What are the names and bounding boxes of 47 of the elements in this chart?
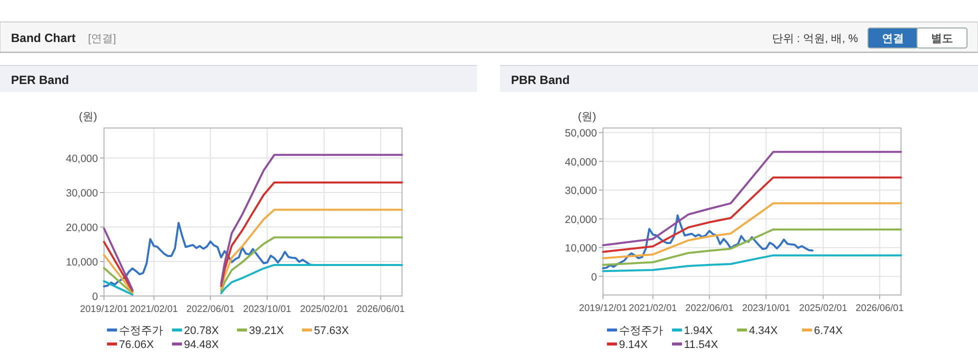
line-series bbox=[602, 228, 902, 266]
legend-label: 9.14X bbox=[619, 339, 648, 351]
legend-label: 수정주가 bbox=[119, 325, 163, 337]
x-tick-label: 2026/06/01 bbox=[856, 303, 904, 314]
y-tick-label: 30,000 bbox=[66, 188, 98, 200]
y-tick-label: 50,000 bbox=[564, 128, 598, 140]
y-tick-label: 30,000 bbox=[564, 185, 598, 198]
line-series bbox=[602, 176, 902, 253]
chart-title: PBR Band bbox=[511, 73, 570, 87]
x-tick-label: 2023/10/01 bbox=[243, 304, 292, 315]
y-axis-title: (원) bbox=[78, 111, 98, 123]
legend-label: 76.06X bbox=[119, 339, 155, 351]
line-series bbox=[602, 254, 902, 272]
y-tick-label: 20,000 bbox=[66, 222, 98, 234]
y-tick-label: 0 bbox=[591, 271, 598, 284]
x-tick-label: 2019/12/01 bbox=[80, 304, 128, 315]
chart-title: PER Band bbox=[11, 73, 70, 87]
legend-label: 94.48X bbox=[184, 339, 220, 351]
legend-label: 1.94X bbox=[684, 325, 714, 337]
x-tick-label: 2025/02/01 bbox=[300, 304, 348, 315]
x-tick-label: 2023/10/01 bbox=[742, 303, 790, 314]
line-series bbox=[602, 150, 902, 246]
line-series bbox=[602, 214, 814, 270]
legend-label: 57.63X bbox=[314, 325, 350, 337]
x-tick-label: 2021/02/01 bbox=[628, 303, 677, 314]
page-header: Band Chart [연결] 단위 : 억원, 배, % 연결 별도 bbox=[0, 22, 978, 53]
y-tick-label: 20,000 bbox=[564, 214, 598, 226]
y-tick-label: 40,000 bbox=[66, 153, 98, 166]
legend-label: 수정주가 bbox=[619, 325, 663, 337]
legend-label: 39.21X bbox=[249, 325, 285, 337]
legend-label: 20.78X bbox=[184, 325, 220, 337]
x-tick-label: 2021/02/01 bbox=[130, 304, 178, 315]
x-tick-label: 2022/06/01 bbox=[685, 303, 734, 314]
x-tick-label: 2026/06/01 bbox=[356, 304, 405, 315]
y-tick-label: 0 bbox=[92, 291, 98, 303]
x-tick-label: 2022/06/01 bbox=[186, 304, 234, 315]
legend-label: 11.54X bbox=[684, 339, 719, 351]
line-series bbox=[103, 222, 314, 288]
y-tick-label: 10,000 bbox=[66, 256, 98, 269]
legend-label: 6.74X bbox=[814, 325, 844, 337]
x-tick-label: 2019/12/01 bbox=[578, 303, 628, 314]
y-axis-title: (원) bbox=[578, 111, 596, 123]
x-tick-label: 2025/02/01 bbox=[799, 303, 848, 314]
line-series bbox=[602, 202, 902, 260]
y-tick-label: 10,000 bbox=[564, 242, 598, 255]
y-tick-label: 40,000 bbox=[564, 156, 598, 168]
legend-label: 4.34X bbox=[749, 325, 778, 337]
